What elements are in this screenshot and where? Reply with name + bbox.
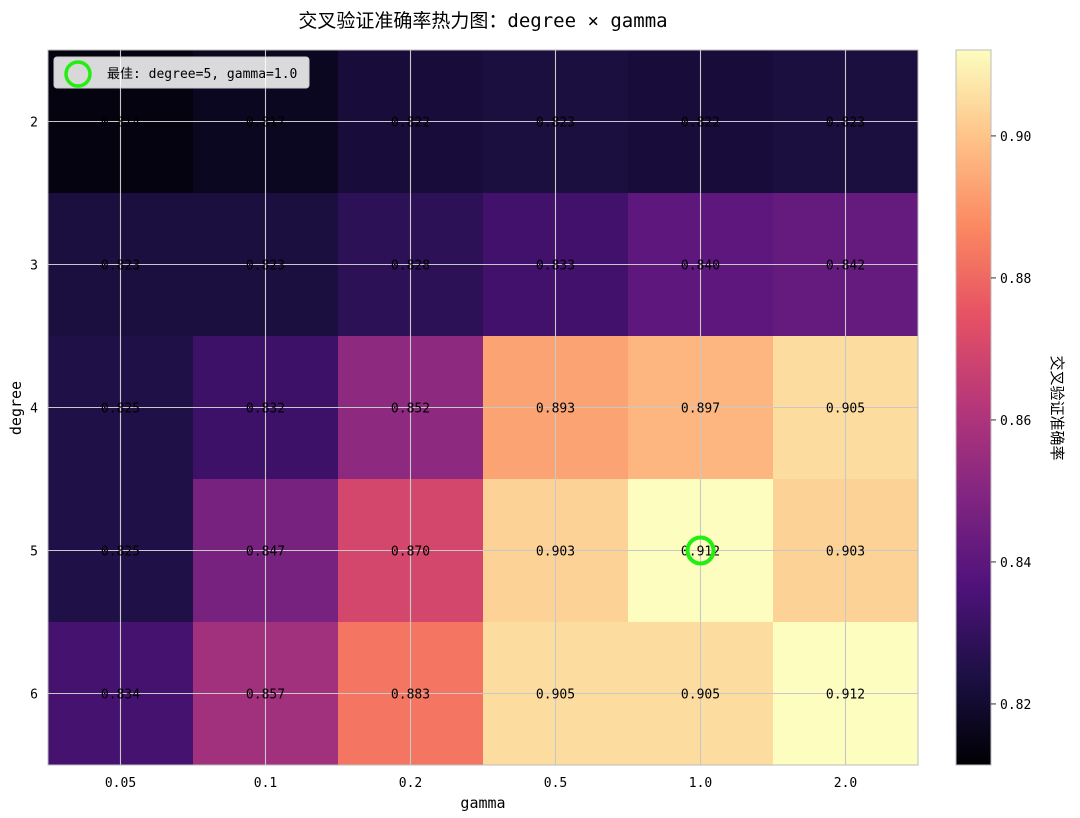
plot-frame bbox=[47, 49, 919, 766]
cell-value-label: 0.817 bbox=[246, 116, 285, 131]
x-tick-label: 0.5 bbox=[544, 776, 567, 791]
cell-value-label: 0.883 bbox=[391, 688, 430, 703]
cell-value-label: 0.834 bbox=[101, 688, 140, 703]
x-tick-label: 2.0 bbox=[834, 776, 857, 791]
legend-label: 最佳: degree=5, gamma=1.0 bbox=[107, 67, 297, 82]
cell-value-label: 0.814 bbox=[101, 116, 140, 131]
colorbar-gradient bbox=[955, 49, 992, 766]
cell-value-label: 0.852 bbox=[391, 402, 430, 417]
colorbar-tick-label: 0.90 bbox=[1000, 130, 1031, 145]
best-marker-layer bbox=[685, 535, 716, 566]
y-axis-ticks: 2 3 4 5 6 bbox=[30, 116, 38, 703]
cell-value-label: 0.825 bbox=[101, 402, 140, 417]
y-tick-label: 3 bbox=[30, 259, 38, 274]
cell-value-label: 0.832 bbox=[246, 402, 285, 417]
cell-value-label: 0.905 bbox=[536, 688, 575, 703]
legend-marker-icon bbox=[64, 60, 92, 88]
colorbar-tick-label: 0.84 bbox=[1000, 556, 1031, 571]
cell-value-label: 0.823 bbox=[101, 259, 140, 274]
colorbar-tick-label: 0.88 bbox=[1000, 272, 1031, 287]
cell-value-label: 0.842 bbox=[826, 259, 865, 274]
cell-value-label: 0.823 bbox=[826, 116, 865, 131]
cell-value-label: 0.847 bbox=[246, 545, 285, 560]
y-tick-label: 6 bbox=[30, 688, 38, 703]
cell-value-label: 0.903 bbox=[826, 545, 865, 560]
y-tick-label: 5 bbox=[30, 545, 38, 560]
y-tick-label: 2 bbox=[30, 116, 38, 131]
cell-value-label: 0.828 bbox=[391, 259, 430, 274]
grid-lines bbox=[48, 50, 918, 765]
cell-value-label: 0.897 bbox=[681, 402, 720, 417]
cell-value-labels: 0.814 0.817 0.822 0.823 0.822 0.823 0.823 0.823… bbox=[101, 116, 865, 703]
best-marker bbox=[685, 535, 716, 566]
colorbar-tick-label: 0.82 bbox=[1000, 698, 1031, 713]
cell-value-label: 0.840 bbox=[681, 259, 720, 274]
x-axis-label: gamma bbox=[460, 794, 505, 812]
cell-value-label: 0.822 bbox=[391, 116, 430, 131]
cell-value-label: 0.893 bbox=[536, 402, 575, 417]
cell-value-label: 0.833 bbox=[536, 259, 575, 274]
x-tick-label: 0.05 bbox=[105, 776, 136, 791]
cell-value-label: 0.903 bbox=[536, 545, 575, 560]
x-axis-ticks: 0.05 0.1 0.2 0.5 1.0 2.0 bbox=[105, 776, 857, 791]
cell-value-label: 0.870 bbox=[391, 545, 430, 560]
chart-title: 交叉验证准确率热力图：degree × gamma bbox=[298, 10, 667, 32]
cell-value-label: 0.905 bbox=[681, 688, 720, 703]
legend: 最佳: degree=5, gamma=1.0 bbox=[53, 56, 310, 89]
cell-value-label: 0.857 bbox=[246, 688, 285, 703]
x-tick-label: 0.1 bbox=[254, 776, 277, 791]
x-tick-label: 1.0 bbox=[689, 776, 712, 791]
cell-value-label: 0.822 bbox=[681, 116, 720, 131]
y-tick-label: 4 bbox=[30, 402, 38, 417]
colorbar-tick-label: 0.86 bbox=[1000, 414, 1031, 429]
cell-value-label: 0.905 bbox=[826, 402, 865, 417]
cell-value-label: 0.912 bbox=[826, 688, 865, 703]
cell-value-label: 0.823 bbox=[246, 259, 285, 274]
colorbar: 0.82 0.84 0.86 0.88 0.90 bbox=[955, 49, 1031, 766]
cell-value-label: 0.823 bbox=[536, 116, 575, 131]
x-tick-label: 0.2 bbox=[399, 776, 422, 791]
y-axis-label: degree bbox=[7, 381, 25, 435]
colorbar-label: 交叉验证准确率 bbox=[1048, 355, 1066, 460]
cell-value-label: 0.825 bbox=[101, 545, 140, 560]
legend-box bbox=[53, 56, 310, 89]
